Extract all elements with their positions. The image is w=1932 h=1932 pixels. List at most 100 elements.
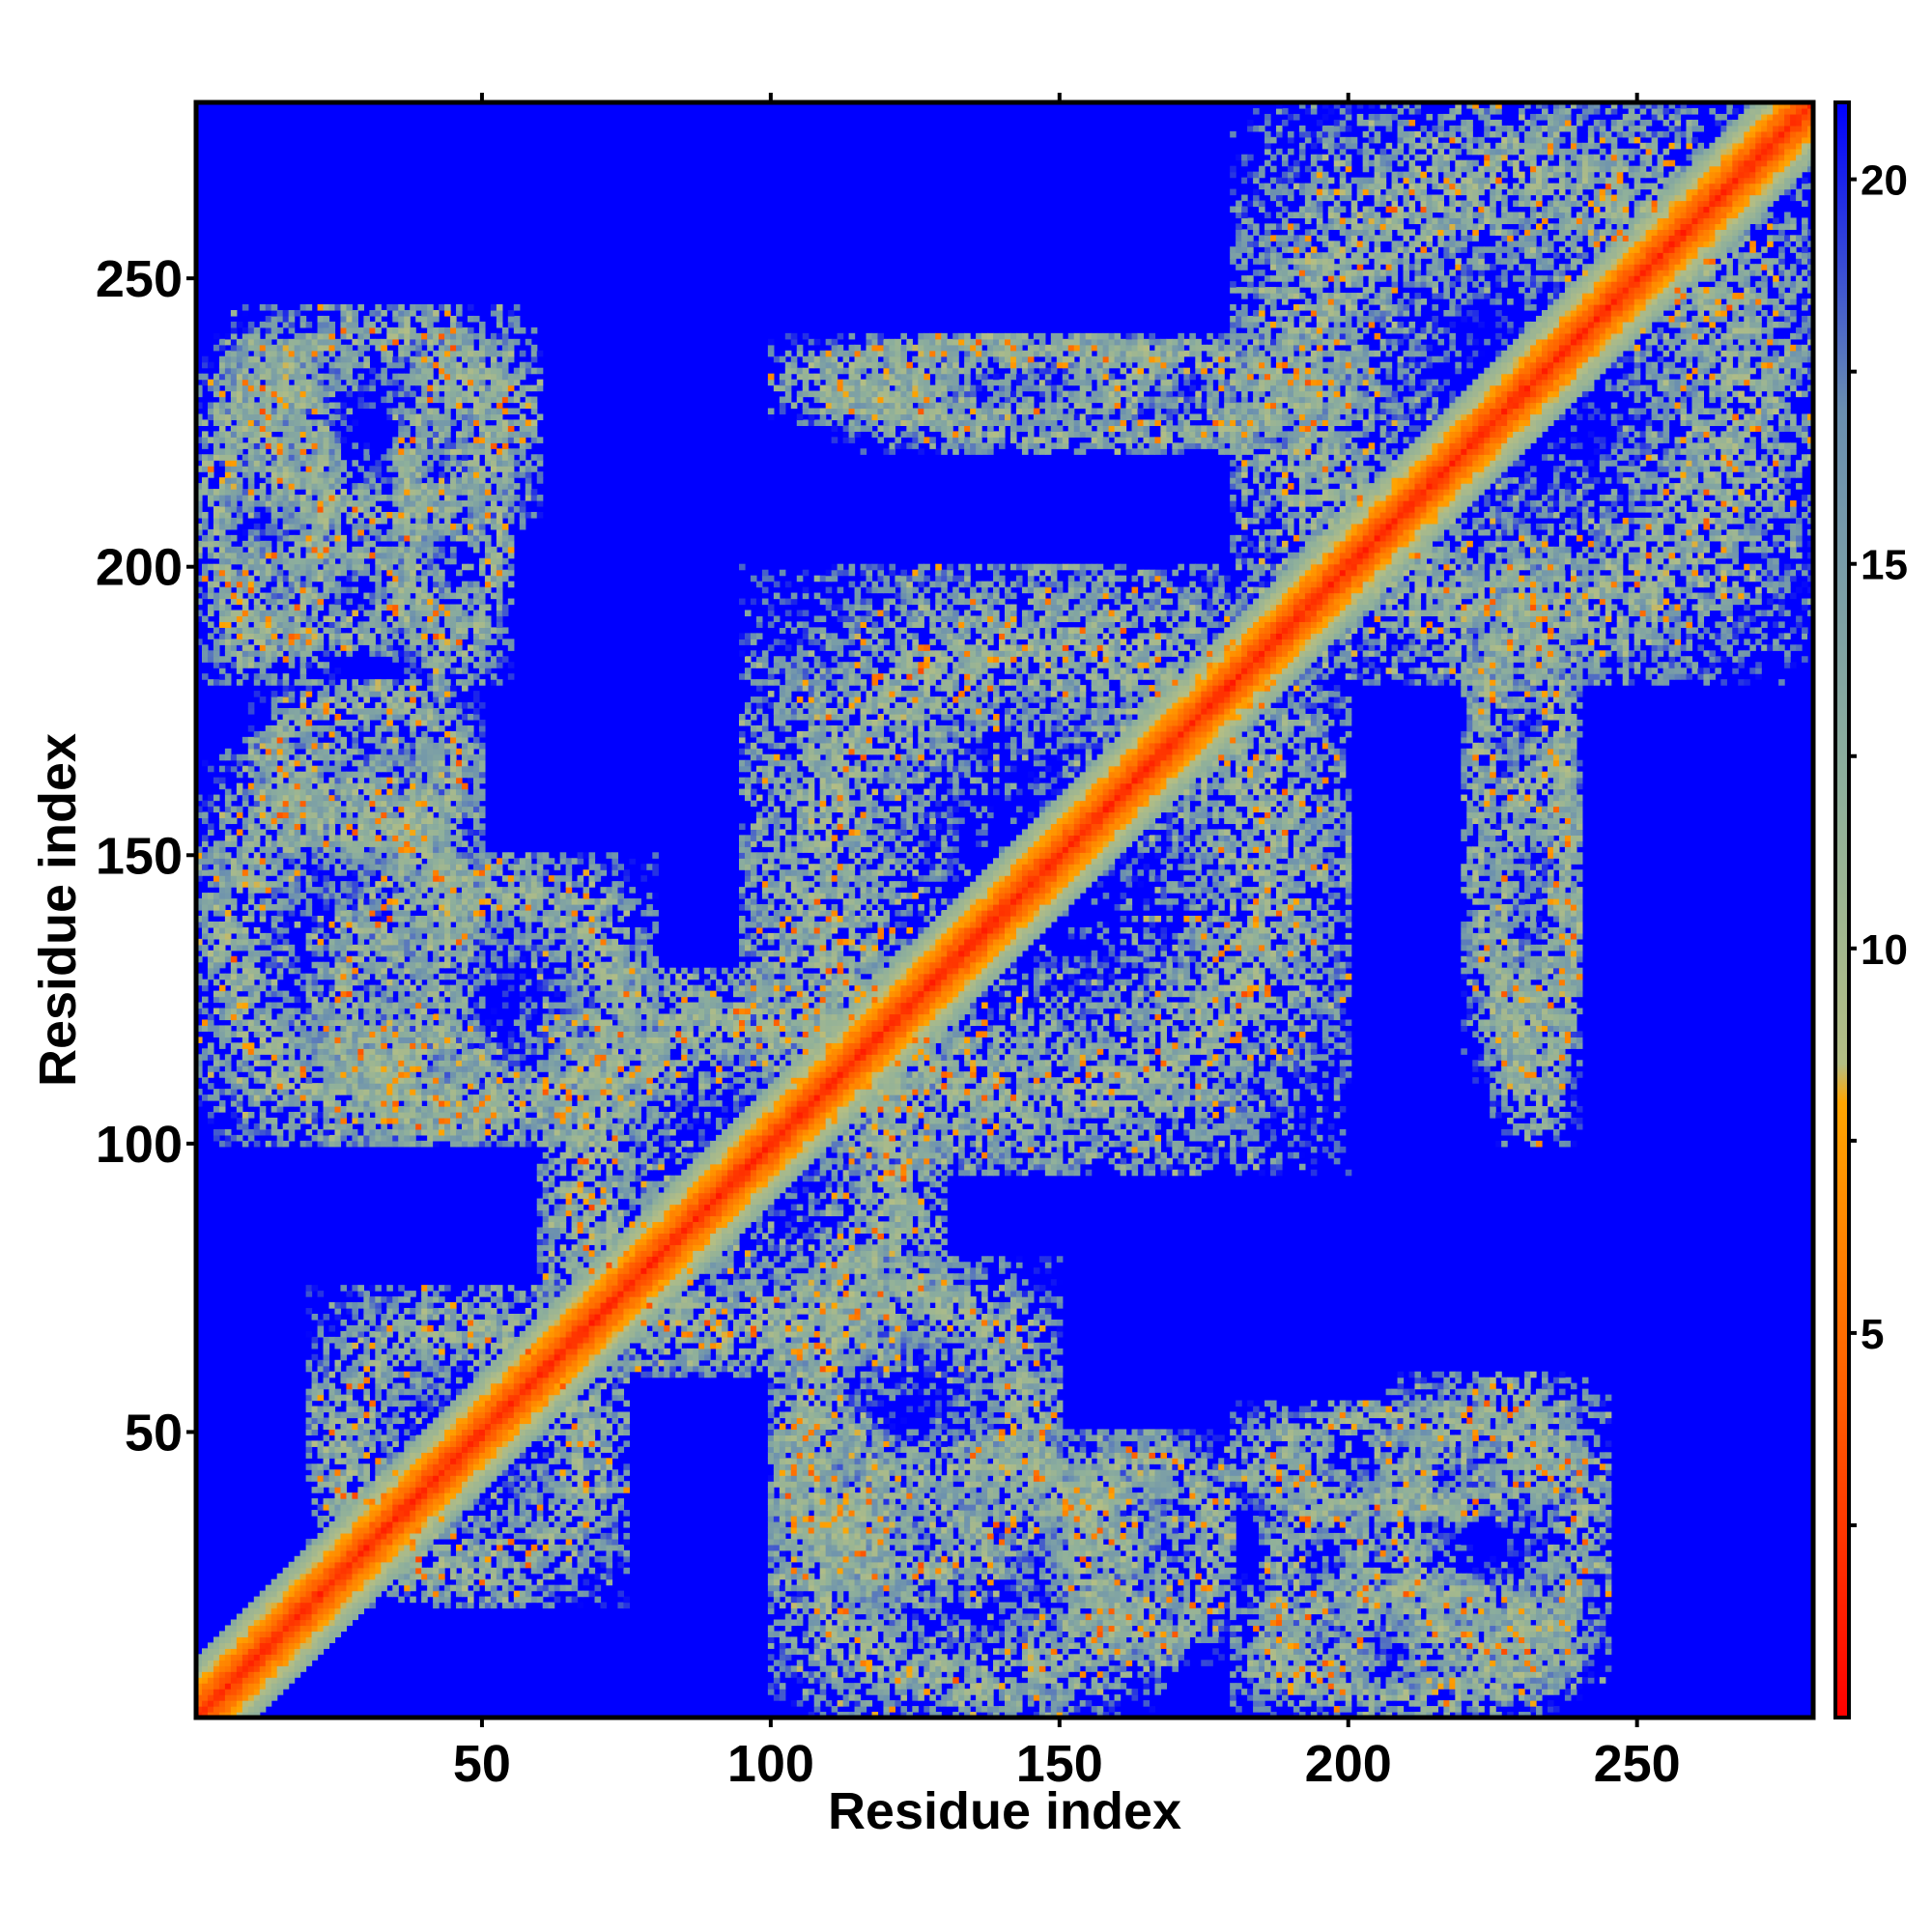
heatmap-cell [1178, 1574, 1184, 1580]
heatmap-cell [1426, 1556, 1433, 1563]
heatmap-cell [883, 1625, 890, 1632]
heatmap-cell [867, 1539, 873, 1546]
heatmap-cell [981, 1694, 988, 1701]
heatmap-cell [300, 1562, 307, 1569]
heatmap-cell [346, 1516, 353, 1522]
heatmap-cell [295, 1556, 301, 1563]
heatmap-cell [340, 1579, 347, 1586]
heatmap-cell [386, 1516, 393, 1522]
heatmap-cell [1542, 1648, 1548, 1655]
heatmap-cell [1334, 1562, 1341, 1569]
heatmap-cell [947, 1498, 953, 1505]
heatmap-cell [283, 1597, 290, 1604]
heatmap-cell [1432, 1614, 1438, 1621]
heatmap-cell [1183, 1585, 1190, 1592]
heatmap-cell [381, 1556, 387, 1563]
heatmap-cell [849, 1527, 856, 1534]
heatmap-cell [283, 1608, 290, 1615]
heatmap-cell [1478, 1591, 1485, 1598]
heatmap-cell [606, 1556, 612, 1563]
heatmap-cell [838, 1700, 844, 1707]
heatmap-cell [1189, 1521, 1196, 1528]
heatmap-cell [1080, 1603, 1087, 1609]
heatmap-cell [1149, 1660, 1155, 1666]
heatmap-cell [357, 1504, 370, 1511]
heatmap-cell [219, 1700, 226, 1707]
heatmap-cell [849, 1665, 856, 1672]
heatmap-cell [900, 1562, 907, 1569]
heatmap-cell [318, 1648, 325, 1655]
heatmap-cell [266, 1631, 272, 1637]
heatmap-cell [1010, 1689, 1017, 1695]
heatmap-cell [439, 1498, 445, 1505]
heatmap-cell [1183, 1642, 1190, 1649]
heatmap-cell [1264, 1683, 1271, 1690]
heatmap-cell [1121, 1642, 1127, 1649]
heatmap-cell [202, 1689, 209, 1695]
heatmap-cell [1166, 1545, 1173, 1551]
heatmap-cell [1322, 1625, 1329, 1632]
heatmap-cell [1437, 1683, 1444, 1690]
heatmap-cell [947, 1689, 953, 1695]
heatmap-cell [1443, 1665, 1450, 1672]
heatmap-cell [1490, 1636, 1496, 1643]
heatmap-cell [1074, 1591, 1081, 1598]
heatmap-cell [1548, 1619, 1554, 1626]
heatmap-cell [1074, 1510, 1081, 1517]
heatmap-cell [1183, 1597, 1190, 1604]
heatmap-cell [444, 1533, 451, 1540]
heatmap-cell [340, 1545, 347, 1551]
heatmap-cell [1565, 1642, 1572, 1649]
heatmap-cell [1548, 1660, 1554, 1666]
heatmap-cell [398, 1579, 405, 1586]
heatmap-cell [889, 1642, 895, 1649]
heatmap-cell [1346, 1562, 1352, 1569]
heatmap-cell [993, 1597, 1000, 1604]
heatmap-cell [1519, 1521, 1525, 1528]
heatmap-cell [1057, 1504, 1064, 1511]
heatmap-cell [1351, 1498, 1358, 1505]
heatmap-cell [1322, 1556, 1329, 1563]
heatmap-cell [1057, 1689, 1064, 1695]
heatmap-cell [242, 1625, 249, 1632]
heatmap-cell [1236, 1683, 1242, 1690]
heatmap-cell [1328, 1608, 1335, 1615]
heatmap-cell [1363, 1545, 1370, 1551]
heatmap-cell [826, 1671, 833, 1678]
heatmap-cell [1392, 1677, 1399, 1684]
heatmap-cell [1051, 1579, 1058, 1586]
heatmap-cell [843, 1516, 850, 1522]
heatmap-cell [1126, 1648, 1133, 1655]
heatmap-cell [1253, 1636, 1260, 1643]
heatmap-cell [254, 1694, 261, 1701]
heatmap-cell [987, 1614, 994, 1621]
heatmap-cell [1426, 1516, 1433, 1522]
heatmap-cell [889, 1527, 895, 1534]
heatmap-cell [219, 1654, 226, 1661]
heatmap-cell [1548, 1631, 1554, 1637]
heatmap-cell [1472, 1642, 1479, 1649]
heatmap-cell [415, 1516, 422, 1522]
heatmap-cell [1149, 1527, 1155, 1534]
heatmap-cell [346, 1521, 353, 1528]
heatmap-cell [861, 1625, 867, 1632]
heatmap-cell [987, 1533, 994, 1540]
heatmap-cell [404, 1498, 411, 1505]
heatmap-cell [1334, 1648, 1341, 1655]
heatmap-cell [578, 1539, 584, 1546]
heatmap-cell [1594, 1556, 1601, 1563]
heatmap-cell [1530, 1562, 1537, 1569]
heatmap-cell [398, 1527, 405, 1534]
heatmap-cell [1074, 1603, 1081, 1609]
heatmap-cell [1340, 1521, 1347, 1528]
heatmap-cell [1530, 1498, 1537, 1505]
heatmap-cell [1039, 1648, 1046, 1655]
heatmap-cell [289, 1660, 296, 1666]
heatmap-cell [1414, 1619, 1421, 1626]
heatmap-cell [1495, 1579, 1502, 1586]
heatmap-cell [1490, 1631, 1496, 1637]
heatmap-cell [774, 1539, 781, 1546]
heatmap-cell [1530, 1597, 1537, 1604]
heatmap-cell [1016, 1585, 1023, 1592]
heatmap-cell [1426, 1671, 1433, 1678]
